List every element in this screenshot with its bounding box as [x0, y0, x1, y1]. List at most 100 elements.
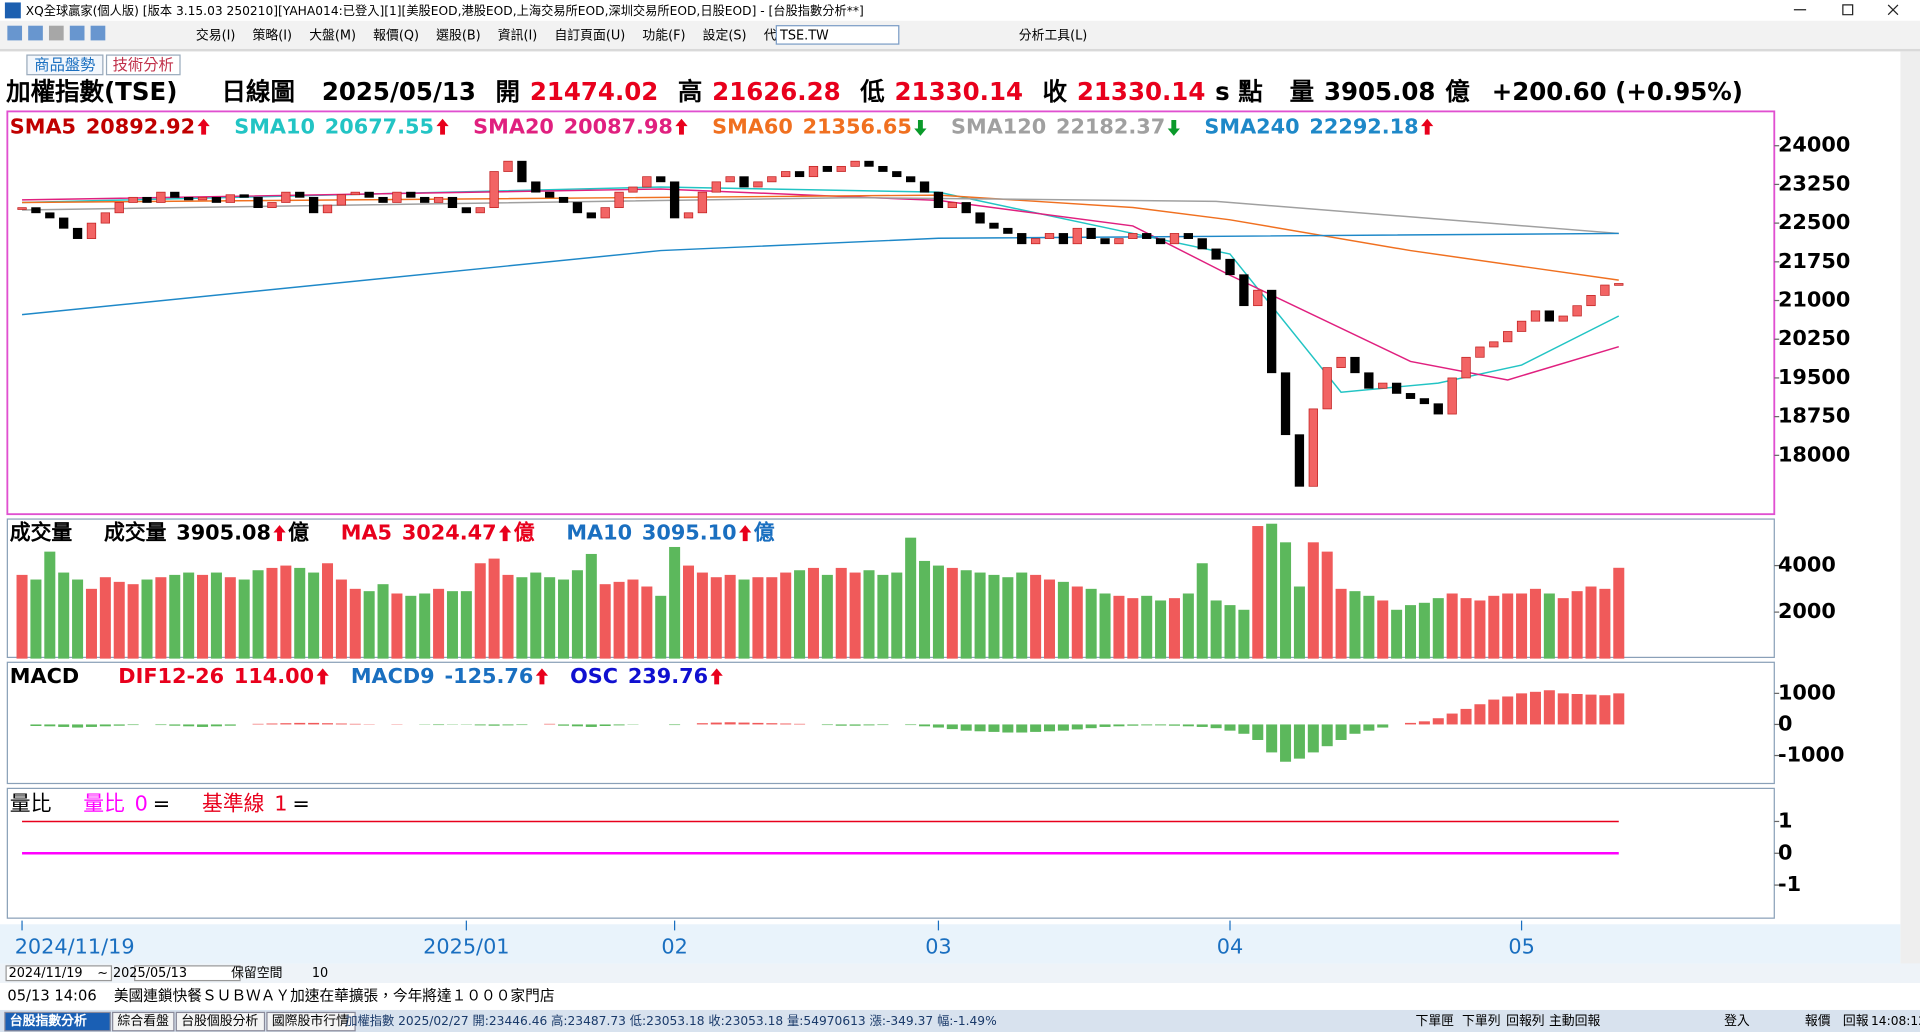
candle: [1044, 233, 1055, 239]
menu-item[interactable]: 資訊(I): [498, 28, 538, 43]
toolbar: [0, 20, 1920, 49]
candle: [31, 207, 41, 214]
osc-bar: [99, 724, 111, 727]
symbol-box[interactable]: [775, 25, 900, 45]
status-tab-label[interactable]: 台股指數分析: [10, 1013, 87, 1029]
status-button[interactable]: 回報列: [1506, 1014, 1545, 1029]
candle: [669, 181, 680, 219]
status-button[interactable]: 下單匣: [1416, 1014, 1455, 1029]
osc-bar: [308, 722, 320, 725]
tab-active[interactable]: [105, 54, 181, 76]
osc-bar: [30, 724, 42, 726]
sma-line: [22, 194, 1619, 281]
menu-item[interactable]: 策略(I): [253, 27, 293, 43]
volume-bar: [1474, 600, 1486, 659]
text-line[interactable]: 技術分析: [113, 55, 174, 73]
tab-label[interactable]: 商品盤勢: [34, 55, 95, 73]
label: OSC: [570, 664, 618, 688]
volume-bar: [1321, 551, 1333, 659]
status-button[interactable]: 登入: [1724, 1014, 1750, 1029]
text-line: 2024/11/19 ~2025/05/13 保留空間 10: [9, 966, 329, 981]
symbol-input[interactable]: TSE.TW: [779, 28, 829, 43]
menu-item[interactable]: 自訂頁面(U): [554, 27, 625, 43]
date-from[interactable]: [5, 965, 113, 982]
osc-bar: [72, 724, 84, 728]
menu-item[interactable]: 選股(B): [436, 27, 481, 43]
status-tab-label[interactable]: 台股個股分析: [181, 1014, 258, 1029]
text-line[interactable]: 分析工具(L): [1019, 28, 1088, 43]
status-button[interactable]: 報價: [1805, 1014, 1831, 1029]
candle: [642, 176, 652, 188]
volume-bar: [1196, 563, 1208, 659]
osc-bar: [1516, 693, 1528, 725]
text-line[interactable]: 商品盤勢: [34, 55, 95, 73]
candle: [517, 160, 527, 183]
status-tab[interactable]: [175, 1011, 266, 1032]
menu-item[interactable]: 設定(S): [703, 27, 747, 43]
text-line[interactable]: TSE.TW: [779, 28, 829, 43]
menu-item[interactable]: 交易(I): [196, 27, 236, 43]
menu-item[interactable]: 大盤(M): [309, 28, 356, 43]
symbol-name: 加權指數(TSE): [5, 77, 177, 106]
status-tab-label[interactable]: 國際股市行情: [272, 1013, 349, 1029]
candle: [72, 227, 83, 239]
tab[interactable]: [26, 54, 104, 76]
volume-bar: [294, 567, 306, 659]
status-button[interactable]: 主動回報: [1549, 1014, 1601, 1029]
x-axis-bg: [0, 924, 1901, 964]
candle: [336, 194, 347, 206]
status-tab[interactable]: [112, 1011, 175, 1032]
candle: [1614, 283, 1624, 286]
toolbar-icon: [48, 25, 64, 41]
status-tab[interactable]: [4, 1011, 111, 1032]
volume-bar: [1307, 542, 1319, 659]
osc-bar: [44, 724, 56, 727]
volume-bar: [821, 574, 833, 659]
candle: [281, 191, 291, 203]
date-to[interactable]: [134, 965, 241, 982]
candle: [267, 202, 277, 209]
status-button[interactable]: 下單列: [1462, 1014, 1501, 1029]
app-icon: [4, 2, 21, 19]
osc-bar: [488, 724, 500, 726]
volume-bar: [1141, 595, 1153, 659]
menu-item[interactable]: 功能(F): [642, 28, 685, 43]
candle: [170, 191, 180, 198]
volume-bar: [905, 537, 917, 659]
candle: [586, 212, 596, 219]
arrow-up: [499, 525, 512, 542]
volume-bar: [1168, 598, 1180, 659]
window-controls[interactable]: [1793, 4, 1899, 16]
arrow-down: [1167, 119, 1180, 136]
label: DIF12-26: [118, 664, 224, 688]
candle: [1225, 258, 1235, 276]
volume-bar: [1543, 593, 1555, 659]
status-tab[interactable]: [266, 1011, 356, 1032]
y-tick-label: -1000: [1778, 743, 1845, 767]
osc-bar: [1557, 693, 1569, 725]
candle: [558, 196, 569, 203]
candle: [906, 176, 916, 183]
menu-item[interactable]: 報價(Q): [373, 28, 419, 43]
volume-bar: [946, 567, 958, 659]
menu-item[interactable]: 分析工具(L): [1019, 28, 1088, 43]
osc-bar: [585, 724, 597, 727]
volume-bar: [988, 574, 1000, 659]
volume-bar: [1224, 605, 1236, 659]
label: 21330.14: [1077, 77, 1205, 106]
volume-bar: [460, 591, 472, 659]
candle: [59, 217, 69, 229]
candle: [225, 194, 235, 203]
candle: [322, 204, 333, 214]
volume-bar: [655, 595, 667, 659]
osc-bar: [210, 724, 222, 727]
window-title: XQ全球贏家(個人版) [版本 3.15.03 250210][YAHA014:…: [26, 3, 864, 18]
volume-bar: [1349, 591, 1361, 659]
tab-label[interactable]: 技術分析: [113, 55, 174, 73]
volume-bar: [1391, 609, 1403, 659]
volume-bar: [488, 558, 500, 659]
status-button[interactable]: 回報: [1843, 1014, 1869, 1029]
volume-bar: [974, 572, 986, 659]
status-tab-label[interactable]: 綜合看盤: [118, 1013, 170, 1029]
